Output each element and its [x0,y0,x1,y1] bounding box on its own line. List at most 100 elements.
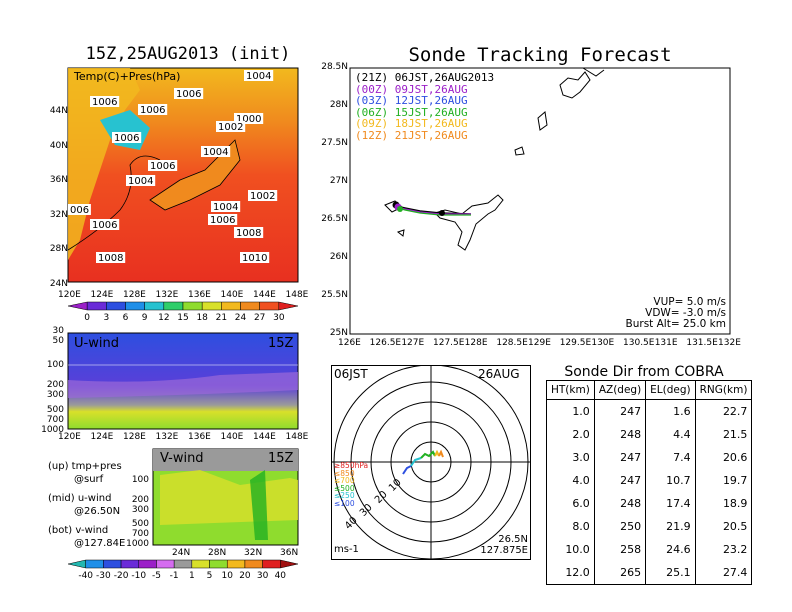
hodo-cyan [410,457,422,467]
table-cell: 20.5 [694,515,753,538]
uwind-level-label: 300 [46,390,64,400]
track-legend-code: (00Z) [355,82,395,96]
uwind-level-label: 30 [52,326,64,336]
table-row: 3.0 247 7.4 20.6 [546,446,753,469]
table-cell: 265 [593,561,647,585]
okinawa-island [434,194,504,251]
map-lon-label: 136E [188,290,211,300]
track-lon-label: 130.5E [623,338,655,348]
isobar-label-bg [90,219,120,230]
vwind-lat-label: 32N [244,548,263,558]
map-lon-label: 128E [123,290,146,300]
isobar-label: 1006 [92,220,117,231]
panel-note: (up) tmp+pres @surf [48,460,153,486]
isobar-label: 1000 [236,114,261,125]
polar-level-label: ≤850 [334,468,355,478]
panel-note-line1: (mid) u-wind [48,493,112,504]
table-row: 4.0 247 10.7 19.7 [546,469,753,492]
polar-unit: ms-1 [334,544,359,555]
map-lat-label: 28N [49,244,68,255]
land-japan [149,139,241,211]
temp-colorbar-label: 21 [216,313,227,323]
uwind-time: 15Z [268,336,294,351]
uwind-label: U-wind [74,336,119,351]
table-cell: 248 [593,492,647,515]
uwind-lon-label: 128E [123,432,146,442]
track-lon-label: 126E [338,338,361,348]
track-legend-item: (06Z) 15JST,26AUG [355,105,494,119]
launch-point [439,210,445,216]
uwind-lon-label: 148E [285,432,309,442]
wind-colorbar-label: -10 [131,571,146,581]
isobar-label-bg [244,70,274,81]
polar-lon: 127.875E [480,545,528,556]
track-legend-time: 21JST,26AUG [394,128,468,142]
isobar-label-bg [148,160,178,171]
table-cell: 247 [593,399,647,423]
table-cell: 22.7 [694,399,753,423]
table-cell: 1.6 [645,399,696,423]
isobar-label: 1004 [203,147,228,158]
temp-colorbar-label: 18 [196,313,208,323]
polar-lat: 26.5N [498,534,528,545]
track-lon-label: 128E [464,338,488,348]
isobar-label-bg [211,201,241,212]
wind-colorbar-label: -1 [170,571,179,581]
map-lon-label: 144E [253,290,276,300]
uwind-level-label: 700 [46,415,64,425]
uwind-level-label: 100 [46,360,64,370]
wind-colorbar-label: -20 [114,571,129,581]
polar-level-label: ≤500 [334,483,355,493]
track-lon-label: 127E [401,338,425,348]
vwind-lat-label: 24N [172,548,191,558]
table-cell: 3.0 [546,446,595,469]
panel-note-line1: (bot) v-wind [48,525,109,536]
wind-colorbar-label: 10 [222,571,234,581]
table-cell: 250 [593,515,647,538]
vup-text: VUP= 5.0 m/s [653,296,726,308]
wind-colorbar-label: -30 [96,571,111,581]
track-lat-label: 28N [329,100,348,110]
uwind-lon-label: 120E [58,432,81,442]
track-legend-time: 09JST,26AUG [394,82,468,96]
table-title: Sonde Dir from COBRA [564,364,724,380]
isobar-label: 1004 [213,202,238,213]
track-title: Sonde Tracking Forecast [408,44,672,66]
table-cell: 247 [593,469,647,492]
track-lon-label: 126.5E [369,338,402,348]
track-lat-label: 27N [329,176,348,186]
table-cell: 21.5 [694,423,753,446]
track-lon-label: 130E [591,338,615,348]
track-params: VUP= 5.0 m/s VDW= -3.0 m/s Burst Alt= 25… [590,297,726,330]
table-cell: 7.4 [645,446,696,469]
track-lat-label: 25.5N [321,290,348,300]
track-legend-code: (06Z) [355,105,395,119]
isobar-label-bg [234,113,264,124]
uwind-lon-label: 132E [155,432,179,442]
isobar-label-bg [112,132,142,143]
map-lon-label: 148E [285,290,309,300]
polar-level-label: ≥850hPa [334,461,369,470]
vwind-level-label: 300 [131,505,149,515]
table-cell: 4.0 [546,469,595,492]
wind-colorbar-label: 1 [189,571,195,581]
track-legend-item: (03Z) 12JST,26AUG [355,95,494,107]
isobar-label: 1006 [176,89,201,100]
table-cell: 21.9 [645,515,696,538]
track-legend: (21Z) 06JST,26AUG2013 (00Z) 09JST,26AUG (0… [355,72,494,141]
table-header-cell: RNG(km) [694,380,753,400]
uwind-level-label: 1000 [41,425,64,435]
uwind-lon-label: 140E [220,432,244,442]
isobar-label: 1006 [140,105,165,116]
table-cell: 6.0 [546,492,595,515]
temp-colorbar-label: 24 [235,313,247,323]
table-row: 1.0 247 1.6 22.7 [546,399,753,423]
wind-colorbar-label: 5 [207,571,213,581]
temp-colorbar-label: 0 [84,313,90,323]
table-cell: 20.6 [694,446,753,469]
temp-map-label: Temp(C)+Pres(hPa) [74,70,181,83]
table-cell: 23.2 [694,538,753,561]
uwind-level-label: 200 [46,380,64,390]
sonde-direction-table: HT(km) AZ(deg) EL(deg) RNG(km) 1.0 247 1.6 22.… [546,380,753,585]
vwind-level-label: 700 [131,529,149,539]
